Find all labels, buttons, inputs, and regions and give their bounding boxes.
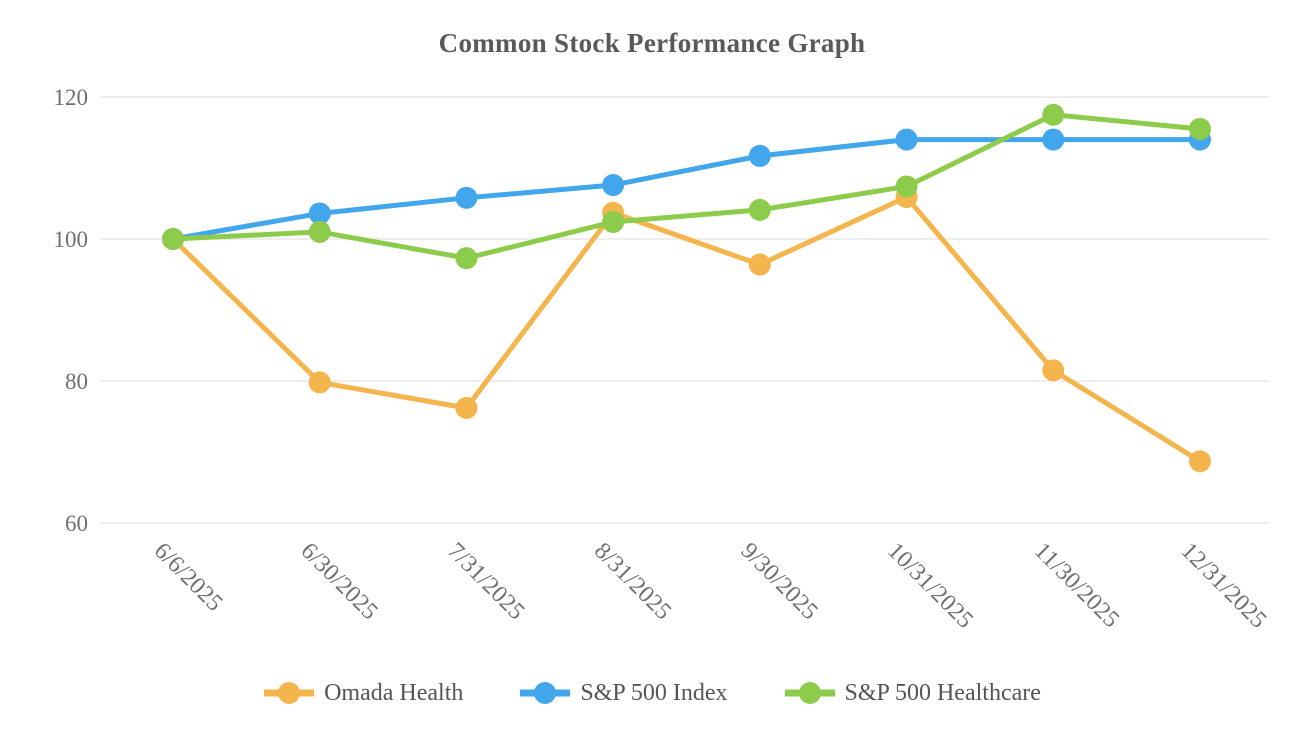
data-point [895, 128, 918, 151]
data-point [308, 202, 331, 225]
data-point [455, 396, 478, 419]
legend-marker-dot [798, 682, 821, 704]
data-point [602, 210, 625, 233]
data-point [1042, 128, 1065, 151]
legend-label-sp500-index: S&P 500 Index [580, 679, 728, 706]
y-axis-tick-label: 120 [54, 85, 89, 110]
chart-title: Common Stock Performance Graph [438, 28, 866, 58]
x-axis-tick-label: 6/6/2025 [149, 538, 228, 617]
series-line [172, 112, 1201, 261]
legend-item-sp500-index: S&P 500 Index [519, 679, 728, 707]
legend-marker-sp500-healthcare-icon [784, 682, 835, 704]
data-point [455, 186, 478, 209]
legend-item-sp500-healthcare: S&P 500 Healthcare [784, 680, 1041, 707]
chart-legend: Omada Health S&P 500 Index S&P 500 Healt… [0, 670, 1304, 716]
y-axis-tick-label: 80 [65, 369, 88, 394]
data-point [748, 198, 771, 221]
data-point [1042, 103, 1065, 126]
data-point [602, 174, 625, 197]
data-point [1188, 450, 1211, 473]
data-point [1042, 359, 1065, 382]
data-point [748, 253, 771, 276]
legend-marker-dot [534, 682, 557, 704]
data-point [895, 175, 918, 198]
legend-marker-sp500-index-icon [520, 682, 571, 704]
x-axis-tick-label: 8/31/2025 [589, 538, 676, 625]
data-point [1188, 117, 1211, 140]
legend-marker-omada-health-icon [264, 682, 315, 704]
data-point [308, 371, 331, 394]
y-axis-tick-label: 100 [54, 227, 89, 252]
series-line [171, 194, 1202, 464]
legend-label-omada-health: Omada Health [324, 679, 464, 706]
x-axis-tick-label: 10/31/2025 [882, 538, 978, 634]
x-axis-tick-label: 7/31/2025 [442, 538, 529, 625]
x-axis-tick-label: 9/30/2025 [736, 538, 823, 625]
data-point [748, 144, 771, 167]
x-axis-tick-label: 11/30/2025 [1029, 538, 1124, 633]
x-axis-tick-label: 12/31/2025 [1176, 538, 1272, 634]
data-point [455, 247, 478, 270]
legend-marker-dot [278, 682, 301, 704]
y-axis-tick-label: 60 [65, 511, 88, 536]
line-chart-canvas: 60 80 100 120 6/6/2025 6/30/2025 7/31/2025 8/31… [54, 85, 1272, 634]
data-point [162, 228, 184, 250]
legend-label-sp500-healthcare: S&P 500 Healthcare [844, 679, 1041, 706]
data-point [308, 220, 331, 243]
series-line [172, 137, 1200, 242]
x-axis-tick-label: 6/30/2025 [295, 538, 382, 625]
legend-item-omada-health: Omada Health [263, 680, 463, 707]
